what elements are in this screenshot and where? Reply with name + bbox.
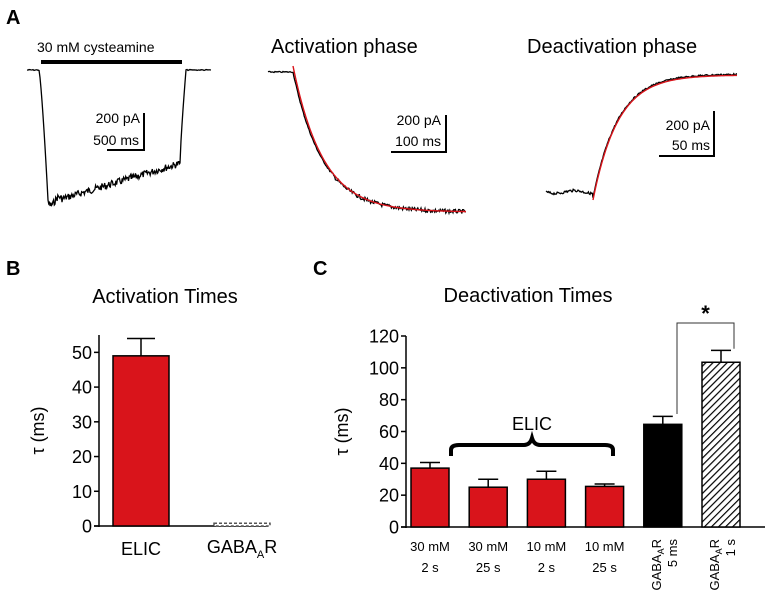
y-tick-label: 10 [72,482,92,502]
scale-time-1: 500 ms [93,132,139,148]
significance-star: * [701,301,710,326]
trace-full-response: 30 mM cysteamine 200 pA 500 ms [26,39,212,207]
y-axis-label: τ (ms) [28,406,48,454]
panel-a: A 30 mM cysteamine 200 pA 500 ms Activat… [6,7,738,216]
y-tick-label: 30 [72,412,92,432]
scale-current-1: 200 pA [96,110,141,126]
y-tick-label: 40 [72,378,92,398]
elic-group-label: ELIC [512,414,552,434]
y-tick-label: 0 [82,517,92,537]
y-tick-label: 0 [389,518,399,538]
scale-current-2: 200 pA [397,112,442,128]
x-tick-label: 10 mM [585,539,625,554]
x-tick-label-line2: 25 s [476,560,501,575]
cysteamine-application-bar [41,60,182,64]
x-tick-label-line2: 25 s [592,560,617,575]
y-tick-label: 80 [379,390,399,410]
x-tick-label-line2: 5 ms [665,539,680,568]
activation-phase-title: Activation phase [271,36,418,58]
scale-bar-3 [659,111,715,157]
scale-bar-2 [391,115,447,153]
scale-time-3: 50 ms [672,137,710,153]
trace-deactivation-phase: Deactivation phase 200 pA 50 ms [527,36,738,201]
bar [526,478,567,528]
y-tick-label: 100 [369,358,399,378]
exponential-fit-deactivation [592,74,737,201]
bar [468,486,508,528]
y-tick-label: 60 [379,422,399,442]
x-tick-label: 30 mM [410,539,450,554]
bar [112,355,170,527]
x-tick-label-line2: 2 s [538,560,556,575]
x-tick-label: GABAAR [707,539,724,591]
current-trace-full [26,68,212,207]
scale-time-2: 100 ms [395,133,441,149]
panel-letter-c: C [313,258,327,280]
x-tick-label: ELIC [121,539,161,559]
bar [701,361,741,528]
chart-title: Deactivation Times [444,285,613,307]
deactivation-phase-title: Deactivation phase [527,36,697,58]
bar [584,485,625,528]
chart-activation-times: B Activation Times 0 10 20 30 40 50 τ (ms) ELIC G… [6,258,277,561]
x-tick-label: 30 mM [468,539,508,554]
y-tick-label: 50 [72,343,92,363]
exponential-fit-activation [292,65,466,213]
y-tick-label: 40 [379,454,399,474]
elic-group-brace [449,430,615,456]
chart-deactivation-times: C Deactivation Times 0 20 40 60 80 100 120 τ (ms… [313,258,765,591]
significance-bracket [676,322,735,414]
bar [643,423,683,528]
trace-activation-phase: Activation phase 200 pA 100 ms [267,36,466,216]
x-tick-label: 10 mM [527,539,567,554]
y-tick-label: 120 [369,327,399,347]
bar [410,467,450,528]
panel-letter-a: A [6,7,20,29]
bar [213,522,271,527]
scale-current-3: 200 pA [666,117,711,133]
y-tick-label: 20 [379,486,399,506]
y-tick-label: 20 [72,447,92,467]
y-axis-label: τ (ms) [332,407,352,455]
chart-title: Activation Times [92,286,238,308]
cysteamine-bar-label: 30 mM cysteamine [37,39,155,55]
x-tick-label-line2: 1 s [723,539,738,557]
x-tick-label-line2: 2 s [421,560,439,575]
x-tick-label: GABAAR [207,537,277,561]
x-tick-label: GABAAR [649,539,666,591]
scale-bar-1 [107,113,145,151]
panel-letter-b: B [6,258,20,280]
